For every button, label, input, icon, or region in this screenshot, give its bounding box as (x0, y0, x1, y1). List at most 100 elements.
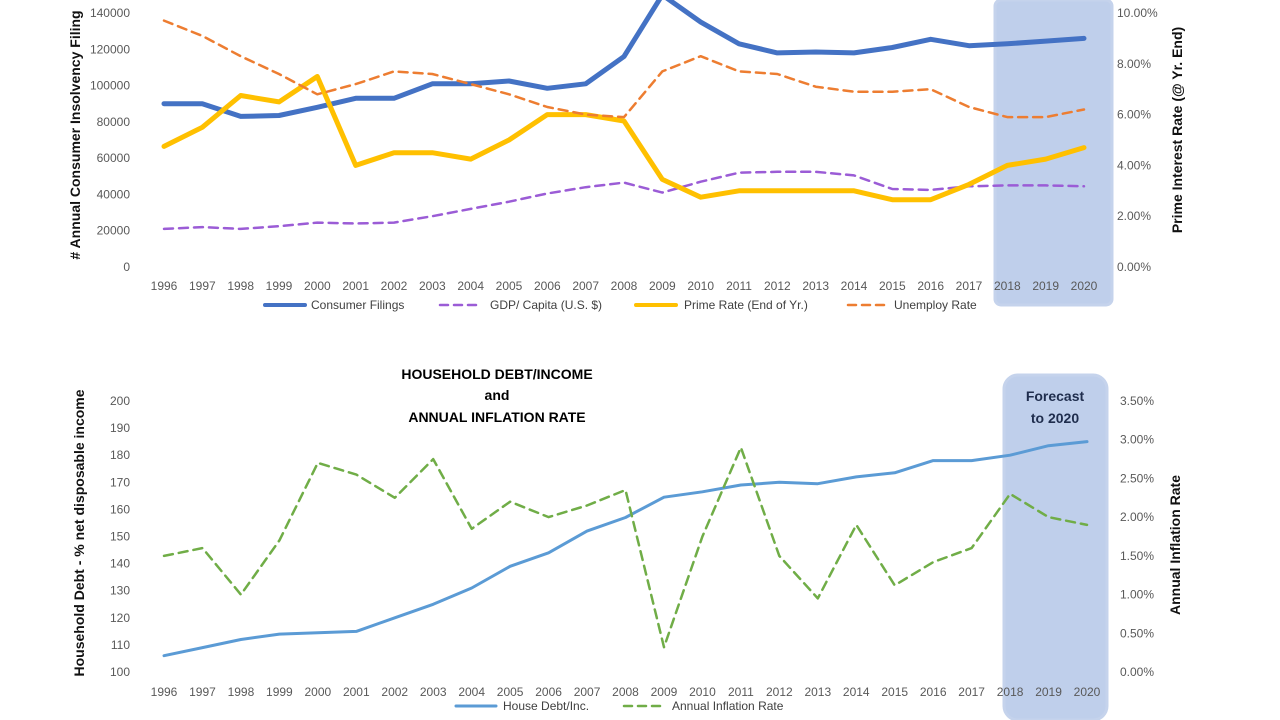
chart1-x-tick-label: 2003 (419, 279, 446, 293)
chart2-x-tick-label: 2018 (997, 685, 1024, 699)
chart1-x-tick-label: 2008 (611, 279, 638, 293)
chart2-x-tick-label: 2012 (766, 685, 793, 699)
chart1-x-tick-label: 2018 (994, 279, 1021, 293)
chart2-x-tick-label: 2005 (497, 685, 524, 699)
chart2-right-tick-label: 2.00% (1120, 510, 1154, 524)
chart1-x-tick-label: 2011 (726, 279, 752, 293)
chart2-left-tick-label: 100 (110, 665, 130, 679)
chart1-x-tick-label: 2012 (764, 279, 791, 293)
chart1-x-tick-label: 2015 (879, 279, 906, 293)
chart1-right-axis-title: Prime Interest Rate (@ Yr. End) (1169, 27, 1185, 233)
chart2-series-annual-inflation-rate (162, 446, 1089, 649)
chart1-x-tick-label: 2016 (917, 279, 944, 293)
chart2-left-tick-label: 180 (110, 448, 130, 462)
chart1-x-tick-label: 2002 (381, 279, 408, 293)
chart1-legend-label-unemploy-rate: Unemploy Rate (894, 298, 977, 312)
chart1-right-tick-label: 6.00% (1117, 108, 1151, 122)
chart1-x-tick-label: 2014 (841, 279, 868, 293)
chart2-x-tick-label: 2000 (304, 685, 331, 699)
chart2-forecast-label: to 2020 (1031, 410, 1079, 426)
chart2-left-tick-label: 200 (110, 394, 130, 408)
chart2-x-tick-label: 2008 (612, 685, 639, 699)
chart2-x-tick-label: 2003 (420, 685, 447, 699)
chart2-left-axis-title: Household Debt - % net disposable income (71, 389, 87, 676)
chart1-x-tick-label: 1999 (266, 279, 293, 293)
chart2-x-tick-label: 1996 (151, 685, 178, 699)
chart1-left-tick-label: 0 (123, 260, 130, 274)
chart2-x-tick-label: 2010 (689, 685, 716, 699)
chart1-x-tick-label: 2010 (687, 279, 714, 293)
chart2-left-tick-label: 130 (110, 584, 130, 598)
chart2-x-tick-label: 2009 (651, 685, 678, 699)
chart2-right-tick-label: 3.00% (1120, 433, 1154, 447)
chart2-left-tick-label: 190 (110, 421, 130, 435)
chart1-left-tick-label: 80000 (97, 115, 131, 129)
chart2-x-tick-label: 2014 (843, 685, 870, 699)
chart2-x-tick-label: 2011 (728, 685, 754, 699)
chart2-left-tick-label: 140 (110, 557, 130, 571)
chart2-x-tick-label: 2015 (881, 685, 908, 699)
chart2-x-tick-label: 1999 (266, 685, 293, 699)
chart2-x-tick-label: 1997 (189, 685, 216, 699)
chart1-series-prime-rate-end-of-yr (161, 74, 1087, 203)
chart2-left-tick-label: 160 (110, 502, 130, 516)
chart2-left-tick-label: 170 (110, 475, 130, 489)
chart2-left-tick-label: 150 (110, 530, 130, 544)
chart1-left-tick-label: 60000 (97, 151, 131, 165)
chart1-x-tick-label: 2001 (342, 279, 369, 293)
chart1-x-tick-label: 2000 (304, 279, 331, 293)
chart2-x-tick-label: 2020 (1074, 685, 1101, 699)
chart2-x-tick-label: 2004 (458, 685, 485, 699)
chart2-group: 100 110 120 130 140 150 160 170 180 190 200 0.00% 0.… (110, 373, 1154, 720)
chart2-right-tick-label: 0.50% (1120, 626, 1154, 640)
chart2-right-tick-label: 1.00% (1120, 588, 1154, 602)
chart1-x-tick-label: 2005 (496, 279, 523, 293)
chart2-title-line3: ANNUAL INFLATION RATE (408, 409, 585, 425)
chart2-forecast-region (1002, 373, 1109, 720)
chart2-x-tick-label: 2017 (958, 685, 985, 699)
chart2-x-tick-label: 2016 (920, 685, 947, 699)
chart2-x-tick-label: 2019 (1035, 685, 1062, 699)
chart2-right-tick-label: 1.50% (1120, 549, 1154, 563)
chart1-x-tick-label: 1997 (189, 279, 216, 293)
chart1-right-tick-label: 4.00% (1117, 158, 1151, 172)
chart2-forecast-label: Forecast (1026, 388, 1085, 404)
chart2-right-tick-label: 3.50% (1120, 394, 1154, 408)
chart1-x-tick-label: 2013 (802, 279, 829, 293)
chart2-right-tick-label: 2.50% (1120, 471, 1154, 485)
chart1-x-tick-label: 2009 (649, 279, 676, 293)
chart1-left-tick-label: 100000 (90, 79, 130, 93)
chart1-x-tick-label: 2004 (457, 279, 484, 293)
chart1-left-tick-label: 140000 (90, 6, 130, 20)
chart2-left-tick-label: 110 (111, 638, 130, 652)
chart1-forecast-region (993, 0, 1114, 307)
chart2-right-axis-title: Annual Inflation Rate (1167, 475, 1183, 615)
chart2-x-tick-label: 2007 (574, 685, 601, 699)
chart1-x-tick-label: 1998 (227, 279, 254, 293)
chart2-x-tick-label: 2006 (535, 685, 562, 699)
chart2-x-tick-label: 2013 (804, 685, 831, 699)
chart2-title-line1: HOUSEHOLD DEBT/INCOME (401, 366, 592, 382)
chart1-x-tick-label: 2019 (1032, 279, 1059, 293)
chart1-x-tick-label: 2017 (956, 279, 983, 293)
chart1-series-consumer-filings (161, 0, 1087, 119)
chart2-x-tick-label: 2001 (343, 685, 370, 699)
chart1-right-tick-label: 8.00% (1117, 57, 1151, 71)
chart1-x-tick-label: 2006 (534, 279, 561, 293)
chart2-title-line2: and (485, 387, 510, 403)
chart1-group: 0 20000 40000 60000 80000 100000 120000 140000 0… (90, 0, 1158, 312)
chart1-left-tick-label: 120000 (90, 42, 130, 56)
chart2-left-tick-label: 120 (110, 611, 130, 625)
chart1-series-gdp-capita-u-s (162, 170, 1086, 231)
chart1-right-tick-label: 0.00% (1117, 260, 1151, 274)
chart1-series-unemploy-rate (162, 19, 1086, 119)
chart1-legend-label-prime-rate-end-of-yr: Prime Rate (End of Yr.) (684, 298, 808, 312)
chart1-x-tick-label: 2007 (572, 279, 599, 293)
chart1-x-tick-label: 1996 (151, 279, 178, 293)
chart2-x-tick-label: 1998 (228, 685, 255, 699)
chart2-x-tick-label: 2002 (381, 685, 408, 699)
chart1-right-tick-label: 2.00% (1117, 209, 1151, 223)
chart1-legend-label-consumer-filings: Consumer Filings (311, 298, 404, 312)
